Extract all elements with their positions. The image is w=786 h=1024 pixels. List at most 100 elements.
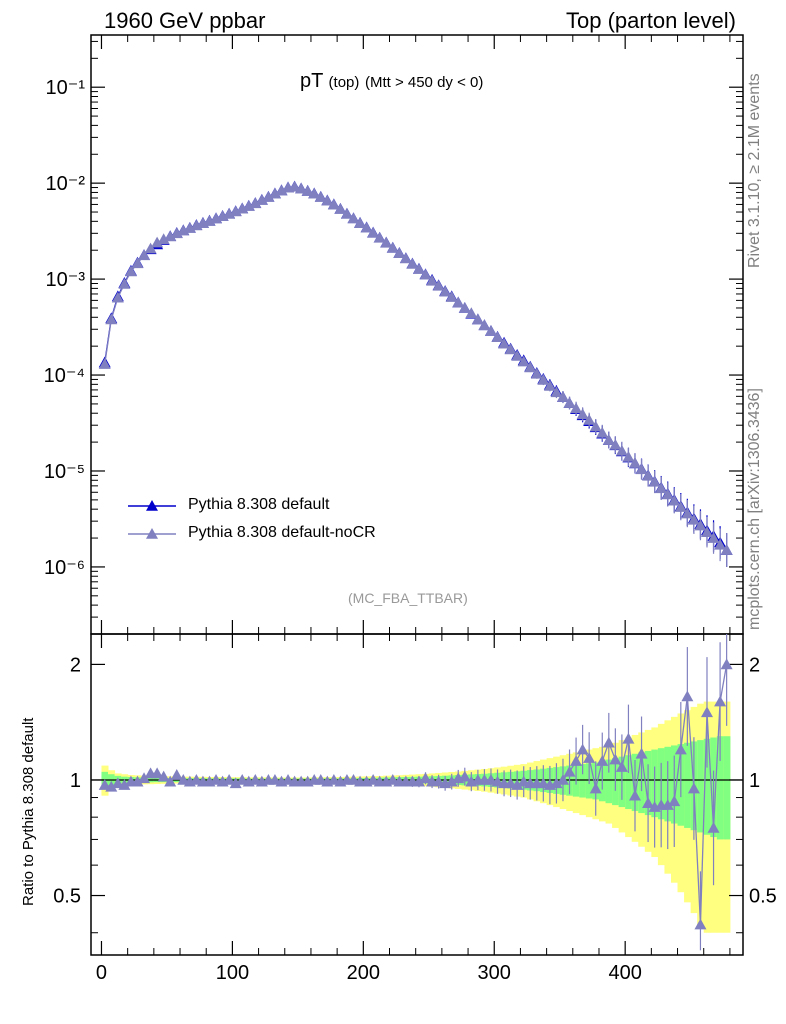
ratio-x-tick-label: 400 [608,962,641,984]
main-y-tick-label: 10⁻² [46,173,86,195]
main-data-point [628,457,641,468]
main-data-point [386,241,399,253]
rivet-version-label: Rivet 3.1.10, ≥ 2.1M events [746,73,763,268]
ratio-y-tick-label-left: 2 [70,654,81,676]
ratio-data-point [622,732,635,744]
main-data-point [406,257,419,269]
ratio-data-point [668,795,681,807]
ratio-data-point [419,772,432,784]
main-data-point [655,482,668,494]
ratio-plot-frame [90,633,744,956]
ratio-data-point [563,765,576,777]
main-data-point [530,367,543,379]
ratio-data-point [445,775,458,787]
header-energy: 1960 GeV ppbar [104,8,266,33]
ratio-data-point [720,658,733,670]
ratio-y-tick-label-left: 1 [70,770,81,792]
main-data-point [157,233,170,245]
main-data-point [511,349,524,361]
ratio-y-tick-label-right: 1 [749,770,760,792]
main-y-tick-label: 10⁻¹ [46,77,86,99]
main-data-point [524,361,537,373]
ratio-band-green [723,736,731,840]
main-data-point [543,379,556,391]
main-data-point [301,185,314,196]
plot-title-sub: (top) [328,74,360,91]
main-data-point [622,450,635,462]
main-data-point [596,426,609,438]
ratio-data-point [694,918,707,930]
main-data-point [275,184,288,196]
ratio-data-point [570,755,583,766]
main-data-point [138,249,151,261]
main-data-point [242,200,255,211]
main-data-point [570,402,583,414]
ratio-data-point [550,777,563,789]
main-data-point [602,434,615,445]
main-data-point [681,507,694,519]
main-data-point [399,252,412,264]
ratio-data-point [714,695,727,707]
main-data-point [249,197,262,209]
legend-marker-1 [146,528,158,539]
main-data-point [707,532,720,543]
main-data-point [484,324,497,336]
main-data-point [583,413,596,425]
main-data-point [458,301,471,313]
main-data-point [419,268,432,280]
ratio-x-tick-label: 300 [478,962,511,984]
plot-title-cuts: (Mtt > 450 dy < 0) [364,74,484,91]
ratio-data-point [589,782,602,794]
main-data-point [517,355,530,367]
main-plot-frame [90,34,744,635]
ratio-data-point [131,775,144,787]
ratio-band-green [625,755,633,810]
main-data-point [556,391,569,402]
ratio-data-point [687,782,700,794]
main-data-point [635,463,648,475]
main-data-point [471,313,484,325]
ratio-data-point [151,767,164,779]
ratio-band-green [703,738,711,835]
main-data-point [615,444,628,456]
main-data-point [452,296,465,308]
ratio-data-point [635,747,648,759]
main-data-point [563,397,576,408]
main-data-point [491,331,504,342]
main-data-point [367,226,380,238]
main-data-point [648,475,661,487]
main-data-point [550,386,563,398]
main-data-point [609,438,622,450]
main-data-point [354,217,367,228]
ratio-y-axis-label: Ratio to Pythia 8.308 default [20,717,37,906]
ratio-data-point [681,690,694,702]
ratio-data-point [105,780,118,792]
main-data-point [576,408,589,420]
main-data-point [700,526,713,538]
main-data-point [642,469,655,481]
main-data-point [295,182,308,194]
ratio-data-point [642,797,655,808]
ratio-band-green [684,742,692,828]
ratio-data-point [164,775,177,787]
ratio-data-point [596,755,609,766]
ratio-data-point [628,789,641,801]
main-data-point [255,194,268,205]
main-data-point [380,236,393,248]
ratio-data-point [511,779,524,790]
main-data-point [439,285,452,297]
main-y-tick-label: 10⁻⁵ [44,461,85,483]
legend-label-default: Pythia 8.308 default [188,496,330,513]
main-data-point [537,373,550,385]
ratio-band-green [579,764,587,798]
ratio-data-point [661,799,674,810]
main-data-point [687,513,700,525]
main-data-point [131,257,144,269]
plot-title: pT (top) (Mtt > 450 dy < 0) [300,70,483,93]
main-data-point [432,279,445,291]
main-data-point [151,236,164,248]
main-data-point [498,337,511,349]
ratio-x-tick-label: 100 [216,962,249,984]
ratio-band-green [697,740,705,833]
